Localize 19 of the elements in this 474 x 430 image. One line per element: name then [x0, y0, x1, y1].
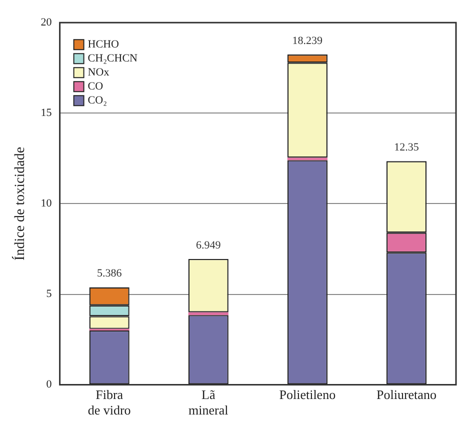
legend-label: NOx — [88, 66, 110, 78]
total-label: 12.35 — [394, 142, 420, 154]
legend-label: HCHO — [88, 38, 120, 50]
legend-label: CH₂CHCN — [88, 52, 138, 64]
x-tick-label: Polietileno — [279, 387, 336, 402]
y-tick-label: 10 — [40, 198, 52, 210]
legend-label: CO — [88, 80, 104, 92]
legend-label: CO₂ — [88, 94, 108, 106]
y-tick-label: 0 — [46, 378, 52, 391]
x-tick-label: Lã mineral — [188, 387, 229, 418]
x-tick-label: Fibra de vidro — [88, 387, 131, 418]
total-label: 5.386 — [96, 268, 122, 280]
total-label: 18.239 — [292, 34, 324, 47]
y-tick-label: 15 — [40, 107, 52, 120]
x-tick-label: Poliuretano — [376, 387, 436, 402]
y-tick-label: 5 — [46, 288, 52, 300]
y-axis-title: Índice de toxicidade — [11, 146, 28, 260]
total-label: 6.949 — [196, 239, 222, 252]
y-tick-label: 20 — [40, 16, 52, 28]
